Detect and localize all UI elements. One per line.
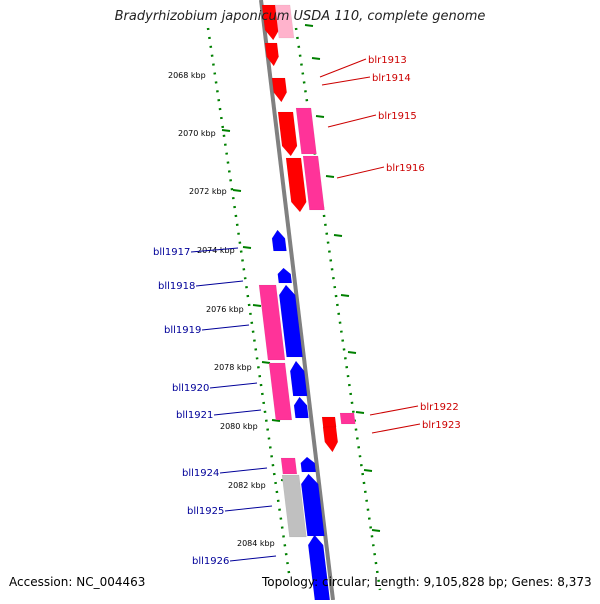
scale-tick bbox=[371, 529, 381, 532]
reverse-gene-label: bll1917 bbox=[153, 247, 190, 258]
reverse-gene-label: bll1920 bbox=[172, 383, 209, 394]
genome-backbone bbox=[259, 0, 335, 601]
forward-gene-label: blr1913 bbox=[368, 55, 407, 66]
label-leader-line bbox=[369, 405, 419, 416]
scale-label: 2076 kbp bbox=[206, 305, 244, 314]
reverse-gene-label: bll1926 bbox=[192, 556, 229, 567]
reverse-gene-arrow bbox=[300, 473, 325, 537]
scale-tick bbox=[340, 294, 350, 297]
scale-tick bbox=[232, 189, 242, 192]
scale-label: 2082 kbp bbox=[228, 481, 266, 490]
scale-label: 2074 kbp bbox=[197, 246, 235, 255]
forward-gene-arrow bbox=[271, 77, 287, 103]
scale-tick bbox=[347, 351, 357, 354]
forward-gene-label: blr1915 bbox=[378, 111, 417, 122]
forward-gene-label: blr1922 bbox=[420, 402, 459, 413]
reverse-gene-arrow bbox=[278, 284, 303, 358]
label-leader-line bbox=[321, 76, 371, 86]
label-leader-line bbox=[371, 423, 421, 434]
reverse-gene-label: bll1919 bbox=[164, 325, 201, 336]
label-leader-line bbox=[195, 280, 244, 287]
label-leader-line bbox=[213, 409, 262, 416]
reverse-gene-label: bll1918 bbox=[158, 281, 195, 292]
label-leader-line bbox=[190, 247, 239, 253]
reverse-gene-arrow bbox=[271, 229, 287, 252]
forward-gene-label: blr1916 bbox=[386, 163, 425, 174]
scale-tick bbox=[252, 304, 262, 307]
feature-bar bbox=[268, 362, 293, 421]
scale-tick bbox=[325, 175, 335, 178]
scale-label: 2080 kbp bbox=[220, 422, 258, 431]
label-leader-line bbox=[336, 166, 385, 179]
forward-gene-arrow bbox=[261, 4, 280, 41]
feature-bar bbox=[258, 284, 286, 361]
feature-bar bbox=[302, 155, 325, 211]
scale-label: 2072 kbp bbox=[189, 187, 227, 196]
label-leader-line bbox=[229, 555, 277, 562]
scale-tick bbox=[311, 57, 321, 60]
scale-tick bbox=[242, 246, 252, 249]
label-leader-line bbox=[319, 58, 367, 78]
feature-bar bbox=[280, 457, 298, 475]
forward-gene-arrow bbox=[277, 111, 298, 157]
forward-gene-arrow bbox=[285, 157, 307, 213]
forward-gene-label: blr1914 bbox=[372, 73, 411, 84]
feature-bar bbox=[295, 107, 317, 155]
label-leader-line bbox=[219, 467, 268, 474]
reverse-gene-arrow bbox=[289, 360, 308, 397]
genome-summary-text: Topology: circular; Length: 9,105,828 bp… bbox=[262, 575, 592, 589]
scale-label: 2068 kbp bbox=[168, 71, 206, 80]
scale-tick bbox=[271, 419, 281, 422]
reverse-gene-label: bll1921 bbox=[176, 410, 213, 421]
scale-label: 2084 kbp bbox=[237, 539, 275, 548]
title-rest: USDA 110, complete genome bbox=[293, 9, 486, 24]
feature-bar bbox=[281, 474, 307, 538]
scale-tick bbox=[363, 469, 373, 472]
reverse-gene-arrow bbox=[300, 456, 317, 473]
forward-gene-arrow bbox=[321, 416, 337, 428]
organism-name: Bradyrhizobium japonicum bbox=[114, 9, 290, 24]
accession-text: Accession: NC_004463 bbox=[9, 575, 146, 589]
scale-tick bbox=[355, 411, 365, 414]
reverse-gene-label: bll1924 bbox=[182, 468, 219, 479]
reverse-gene-arrow bbox=[293, 396, 309, 419]
scale-label: 2078 kbp bbox=[214, 363, 252, 372]
map-title: Bradyrhizobium japonicum USDA 110, compl… bbox=[0, 9, 600, 24]
scale-tick bbox=[315, 115, 325, 118]
label-leader-line bbox=[224, 505, 273, 512]
scale-label: 2070 kbp bbox=[178, 129, 216, 138]
reverse-gene-arrow bbox=[277, 267, 293, 284]
scale-tick bbox=[261, 361, 271, 364]
feature-bar bbox=[339, 412, 356, 425]
scale-track-left bbox=[206, 27, 292, 581]
scale-tick bbox=[333, 234, 343, 237]
label-leader-line bbox=[201, 324, 250, 331]
reverse-gene-label: bll1925 bbox=[187, 506, 224, 517]
forward-gene-arrow bbox=[322, 426, 339, 453]
feature-bar bbox=[274, 4, 295, 39]
scale-tick bbox=[304, 24, 314, 27]
label-leader-line bbox=[327, 114, 377, 128]
forward-gene-label: blr1923 bbox=[422, 420, 461, 431]
scale-tick bbox=[221, 129, 231, 132]
label-leader-line bbox=[209, 382, 258, 389]
forward-gene-arrow bbox=[264, 42, 279, 67]
